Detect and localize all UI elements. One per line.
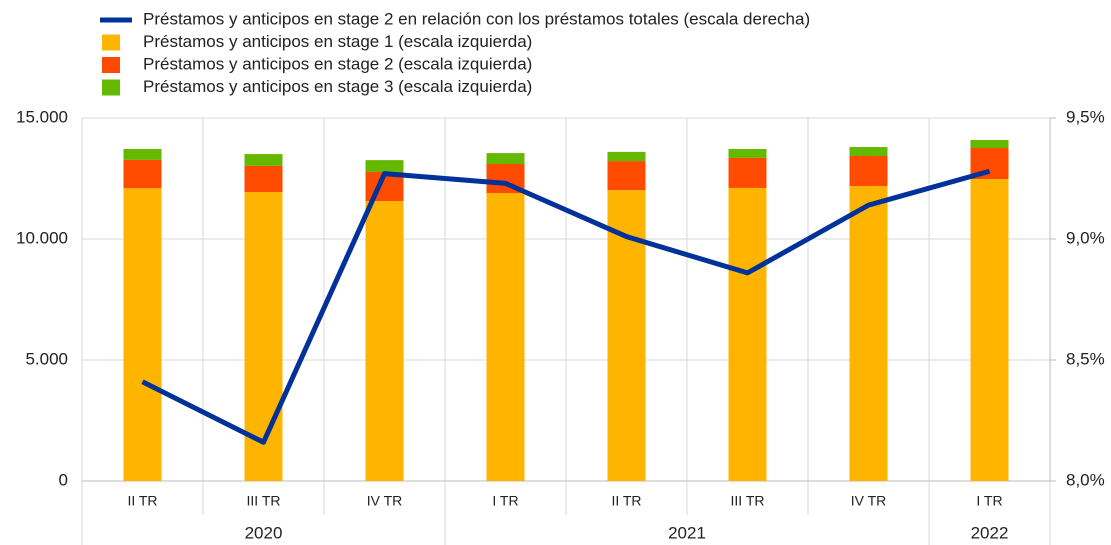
bar-segment <box>607 151 646 162</box>
bar-segment <box>849 155 888 187</box>
bar-segment <box>365 201 404 482</box>
bar-segment <box>486 153 525 164</box>
x-tick-label: IV TR <box>367 493 403 509</box>
bar-segment <box>849 186 888 481</box>
x-tick-label: III TR <box>731 493 765 509</box>
bar-segment <box>123 159 162 189</box>
line-series <box>141 168 991 445</box>
y2-tick-label: 9,5% <box>1066 107 1105 126</box>
bar-segment <box>365 160 404 172</box>
legend-label: Préstamos y anticipos en stage 3 (escala… <box>143 77 532 96</box>
x-tick-label: II TR <box>127 493 157 509</box>
y-tick-label: 0 <box>59 470 68 489</box>
x-group-label: 2022 <box>971 523 1009 542</box>
bar-segment <box>849 147 888 156</box>
x-group-label: 2021 <box>668 523 706 542</box>
bar-segment <box>123 148 162 160</box>
bar-segment <box>607 190 646 481</box>
bar-segment <box>244 192 283 481</box>
legend-label: Préstamos y anticipos en stage 2 (escala… <box>143 54 532 73</box>
y-tick-label: 15.000 <box>16 107 68 126</box>
y2-tick-label: 8,5% <box>1066 349 1105 368</box>
x-tick-label: II TR <box>611 493 641 509</box>
bar-segment <box>728 148 767 158</box>
bar-segment <box>970 140 1009 149</box>
bar-segment <box>970 178 1009 481</box>
legend-swatch <box>102 57 120 73</box>
y-tick-label: 10.000 <box>16 228 68 247</box>
bar-segment <box>728 157 767 188</box>
bar-segment <box>728 187 767 482</box>
legend-swatch <box>102 34 120 51</box>
bar-segment <box>244 165 283 193</box>
x-tick-label: III TR <box>247 493 281 509</box>
bar-segment <box>244 154 283 166</box>
legend-label: Préstamos y anticipos en stage 1 (escala… <box>143 32 532 51</box>
y2-tick-label: 8,0% <box>1066 470 1105 489</box>
x-tick-label: I TR <box>976 493 1002 509</box>
bar-segment <box>607 161 646 191</box>
bar-segment <box>486 193 525 481</box>
legend-label: Préstamos y anticipos en stage 2 en rela… <box>143 9 810 28</box>
bar-segment <box>123 188 162 481</box>
legend-swatch <box>102 79 120 96</box>
x-tick-label: IV TR <box>851 493 887 509</box>
x-group-label: 2020 <box>245 523 283 542</box>
y-tick-label: 5.000 <box>25 349 68 368</box>
y2-tick-label: 9,0% <box>1066 228 1105 247</box>
x-tick-label: I TR <box>492 493 518 509</box>
